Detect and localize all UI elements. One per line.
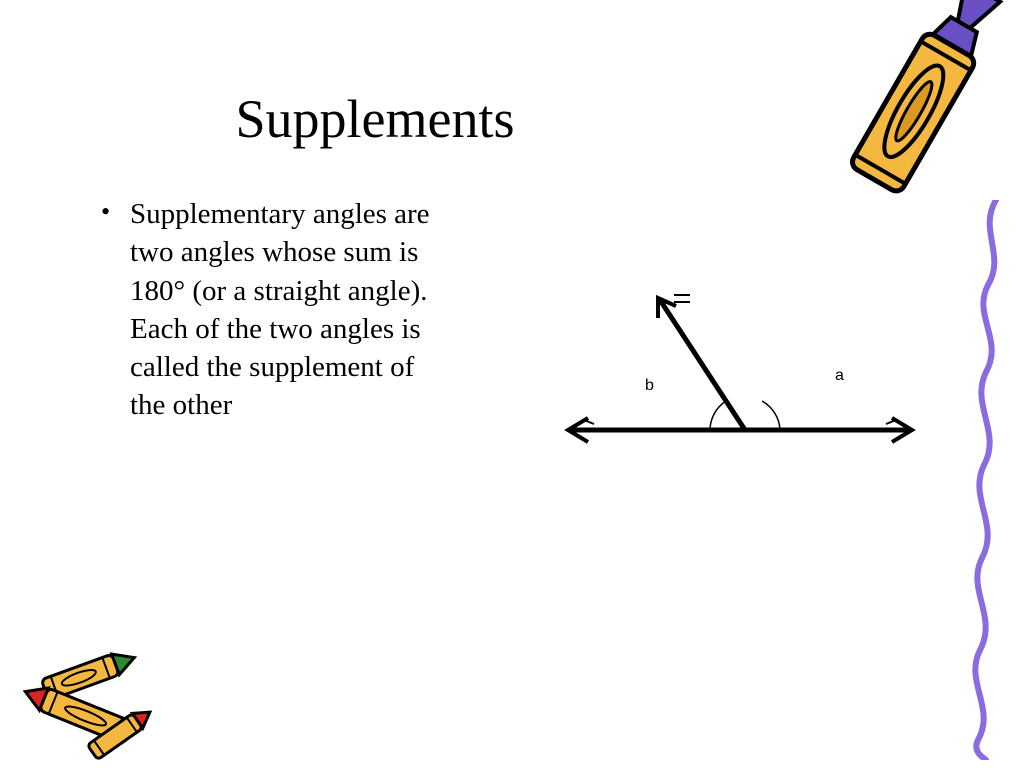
crayon-decoration-top-right xyxy=(844,0,1014,220)
squiggle-decoration-right xyxy=(966,200,1016,760)
body-text-block: Supplementary angles are two angles whos… xyxy=(95,195,440,425)
page-title: Supplements xyxy=(0,88,750,150)
angle-label-b: b xyxy=(645,377,654,394)
crayon-decoration-bottom-left xyxy=(18,643,178,763)
supplementary-angle-diagram: a b xyxy=(550,280,930,480)
angle-label-a: a xyxy=(835,367,844,384)
bullet-item: Supplementary angles are two angles whos… xyxy=(95,195,440,425)
